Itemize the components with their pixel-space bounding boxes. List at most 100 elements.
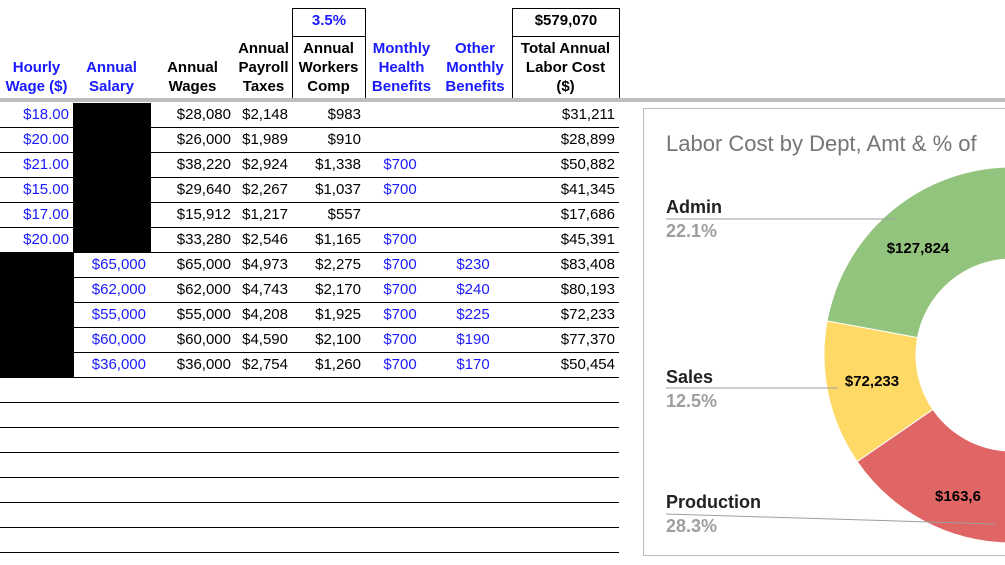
slice-amount: $163,6 — [935, 488, 981, 505]
cell-value: $2,170 — [315, 281, 361, 298]
cell-value: $170 — [456, 356, 490, 373]
cell-value: $20.00 — [23, 131, 69, 148]
donut — [823, 166, 1005, 544]
row-line — [0, 227, 619, 228]
cell-value: $2,924 — [242, 156, 288, 173]
cell-value: $700 — [383, 256, 417, 273]
row-line — [0, 127, 619, 128]
donut-slice — [856, 408, 1005, 544]
column-header: ($) — [556, 78, 575, 95]
cell-value: $36,000 — [91, 356, 146, 373]
cell-value: $65,000 — [176, 256, 231, 273]
redacted-cell — [0, 253, 74, 278]
redacted-cell — [0, 328, 74, 353]
cell-value: $83,408 — [560, 256, 615, 273]
cell-value: $2,100 — [315, 331, 361, 348]
cell-value: $2,546 — [242, 231, 288, 248]
column-header: Benefits — [371, 78, 432, 95]
column-header: Annual — [238, 40, 289, 57]
cell-value: $225 — [456, 306, 490, 323]
row-line — [0, 202, 619, 203]
cell-value: $15.00 — [23, 181, 69, 198]
cell-value: $28,899 — [560, 131, 615, 148]
cell-value: $1,217 — [242, 206, 288, 223]
column-header: Annual — [167, 59, 218, 76]
column-header: Health — [378, 59, 425, 76]
cell-value: $62,000 — [91, 281, 146, 298]
cell-value: $38,220 — [176, 156, 231, 173]
cell-value: $50,454 — [560, 356, 615, 373]
cell-value: $41,345 — [560, 181, 615, 198]
cell-value: $2,275 — [315, 256, 361, 273]
cell-value: $1,925 — [315, 306, 361, 323]
cell-value: $1,989 — [242, 131, 288, 148]
cell-value: $240 — [456, 281, 490, 298]
row-line — [0, 302, 619, 303]
row-line — [0, 452, 619, 453]
redacted-cell — [73, 153, 151, 178]
slice-percent: 28.3% — [666, 516, 717, 536]
cell-value: $29,640 — [176, 181, 231, 198]
cell-value: $983 — [327, 106, 361, 123]
row-line — [0, 152, 619, 153]
cell-value: $17,686 — [560, 206, 615, 223]
cell-value: $20.00 — [23, 231, 69, 248]
cell-value: $77,370 — [560, 331, 615, 348]
cell-value: $72,233 — [560, 306, 615, 323]
column-header: Salary — [88, 78, 135, 95]
cell-value: $700 — [383, 281, 417, 298]
cell-value: $62,000 — [176, 281, 231, 298]
grand-total: $579,070 — [534, 12, 598, 29]
slice-label: Production — [666, 492, 761, 512]
row-line — [0, 177, 619, 178]
slice-amount: $72,233 — [845, 373, 899, 390]
row-line — [0, 277, 619, 278]
cell-value: $28,080 — [176, 106, 231, 123]
cell-value: $80,193 — [560, 281, 615, 298]
column-header: Total Annual — [520, 40, 611, 57]
column-header: Benefits — [445, 78, 505, 95]
cell-value: $4,973 — [242, 256, 288, 273]
cell-value: $45,391 — [560, 231, 615, 248]
cell-value: $910 — [327, 131, 361, 148]
column-header: Comp — [307, 78, 350, 95]
cell-value: $700 — [383, 181, 417, 198]
cell-value: $1,037 — [315, 181, 361, 198]
row-line — [0, 527, 619, 528]
rate: 3.5% — [311, 12, 347, 29]
cell-value: $65,000 — [91, 256, 146, 273]
slice-label: Sales — [666, 367, 713, 387]
header-rule — [0, 98, 1005, 102]
cell-value: $18.00 — [23, 106, 69, 123]
column-header: Labor Cost — [525, 59, 606, 76]
cell-value: $26,000 — [176, 131, 231, 148]
cell-value: $55,000 — [91, 306, 146, 323]
cell-value: $4,208 — [242, 306, 288, 323]
cell-value: $2,148 — [242, 106, 288, 123]
column-header: Payroll — [238, 59, 289, 76]
row-line — [0, 427, 619, 428]
cell-value: $4,743 — [242, 281, 288, 298]
row-line — [0, 252, 619, 253]
cell-value: $1,165 — [315, 231, 361, 248]
slice-amount: $127,824 — [887, 240, 950, 257]
column-header: Monthly — [446, 59, 504, 76]
row-line — [0, 402, 619, 403]
cell-value: $60,000 — [91, 331, 146, 348]
donut-slice — [823, 320, 934, 463]
cell-value: $1,260 — [315, 356, 361, 373]
cell-value: $21.00 — [23, 156, 69, 173]
cell-value: $1,338 — [315, 156, 361, 173]
cell-value: $700 — [383, 231, 417, 248]
column-header: Hourly — [12, 59, 61, 76]
row-line — [0, 327, 619, 328]
redacted-cell — [0, 278, 74, 303]
redacted-cell — [73, 203, 151, 228]
cell-value: $4,590 — [242, 331, 288, 348]
cell-value: $50,882 — [560, 156, 615, 173]
row-line — [0, 477, 619, 478]
row-line — [0, 502, 619, 503]
redacted-cell — [73, 228, 151, 253]
column-header: Wage ($) — [5, 78, 68, 95]
row-line — [0, 352, 619, 353]
